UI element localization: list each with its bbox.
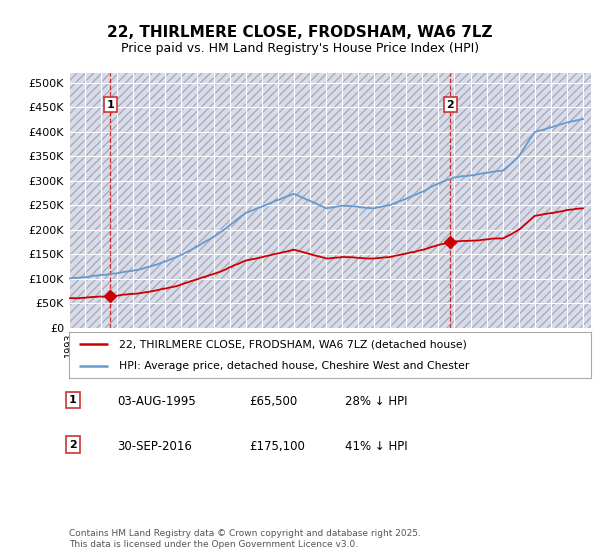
Text: 1: 1 — [107, 100, 115, 110]
Text: 22, THIRLMERE CLOSE, FRODSHAM, WA6 7LZ (detached house): 22, THIRLMERE CLOSE, FRODSHAM, WA6 7LZ (… — [119, 339, 466, 349]
Text: 22, THIRLMERE CLOSE, FRODSHAM, WA6 7LZ: 22, THIRLMERE CLOSE, FRODSHAM, WA6 7LZ — [107, 25, 493, 40]
Text: HPI: Average price, detached house, Cheshire West and Chester: HPI: Average price, detached house, Ches… — [119, 361, 469, 371]
Text: 2: 2 — [69, 440, 77, 450]
Text: £175,100: £175,100 — [249, 440, 305, 452]
Text: 30-SEP-2016: 30-SEP-2016 — [117, 440, 192, 452]
Text: 41% ↓ HPI: 41% ↓ HPI — [345, 440, 407, 452]
Text: 2: 2 — [446, 100, 454, 110]
Text: Contains HM Land Registry data © Crown copyright and database right 2025.
This d: Contains HM Land Registry data © Crown c… — [69, 529, 421, 549]
Text: 1: 1 — [69, 395, 77, 405]
Text: 03-AUG-1995: 03-AUG-1995 — [117, 395, 196, 408]
Text: 28% ↓ HPI: 28% ↓ HPI — [345, 395, 407, 408]
Text: £65,500: £65,500 — [249, 395, 297, 408]
Text: Price paid vs. HM Land Registry's House Price Index (HPI): Price paid vs. HM Land Registry's House … — [121, 42, 479, 55]
